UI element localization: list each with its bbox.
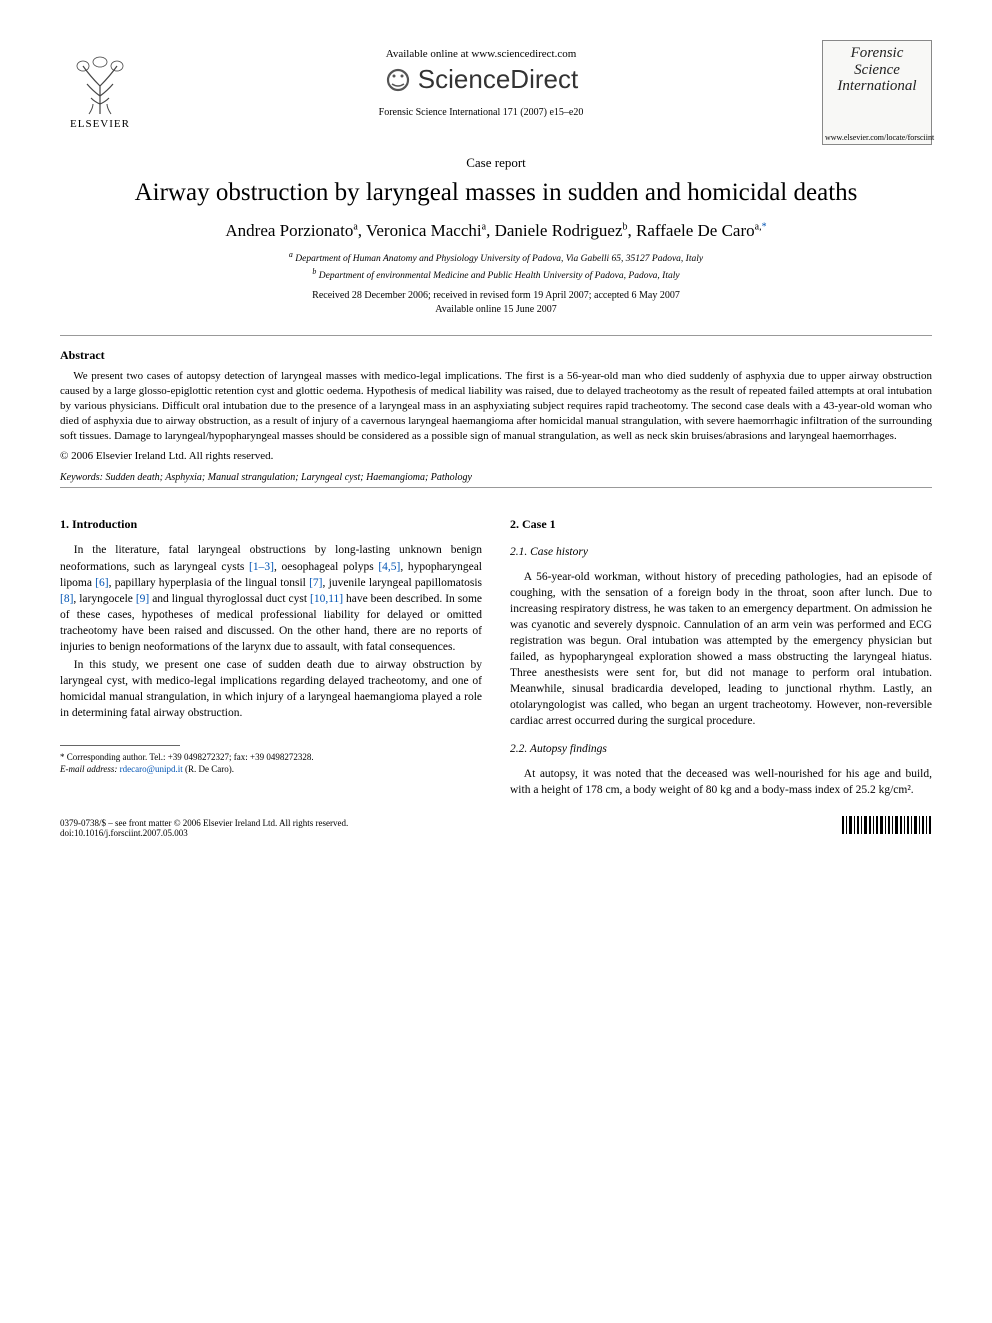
abstract-text: We present two cases of autopsy detectio… — [60, 369, 932, 443]
article-title: Airway obstruction by laryngeal masses i… — [60, 179, 932, 207]
case1-sub2-heading: 2.2. Autopsy findings — [510, 741, 932, 757]
divider-top — [60, 335, 932, 336]
sciencedirect-icon — [384, 66, 412, 94]
citation-line: Forensic Science International 171 (2007… — [140, 107, 822, 118]
ref-link-3[interactable]: [6] — [95, 577, 108, 589]
corresponding-star-icon: * — [762, 221, 767, 232]
author-2-aff: a — [482, 221, 486, 232]
case1-paragraph-1: A 56-year-old workman, without history o… — [510, 569, 932, 730]
ref-link-1[interactable]: [1–3] — [249, 561, 274, 573]
journal-cover-title: Forensic Science International — [825, 45, 929, 95]
received-line: Received 28 December 2006; received in r… — [312, 290, 680, 301]
doi-line: doi:10.1016/j.forsciint.2007.05.003 — [60, 828, 348, 838]
case1-paragraph-2: At autopsy, it was noted that the deceas… — [510, 766, 932, 798]
divider-bottom — [60, 487, 932, 488]
author-1-aff: a — [353, 221, 357, 232]
author-4: Raffaele De Caro — [636, 221, 755, 240]
elsevier-label: ELSEVIER — [70, 118, 130, 130]
ref-link-2[interactable]: [4,5] — [378, 561, 400, 573]
page-footer: 0379-0738/$ – see front matter © 2006 El… — [60, 814, 932, 838]
center-header: Available online at www.sciencedirect.co… — [140, 40, 822, 118]
body-columns: 1. Introduction In the literature, fatal… — [60, 516, 932, 800]
cover-word-1: Forensic — [851, 45, 904, 61]
journal-cover: Forensic Science International www.elsev… — [822, 40, 932, 145]
abstract-copyright: © 2006 Elsevier Ireland Ltd. All rights … — [60, 450, 932, 462]
affiliations: a Department of Human Anatomy and Physio… — [60, 249, 932, 284]
article-type-label: Case report — [60, 155, 932, 171]
case1-heading: 2. Case 1 — [510, 516, 932, 533]
issn-line: 0379-0738/$ – see front matter © 2006 El… — [60, 818, 348, 828]
ref-link-4[interactable]: [7] — [309, 577, 322, 589]
footnote-separator — [60, 745, 180, 746]
journal-url: www.elsevier.com/locate/forsciint — [825, 133, 929, 142]
available-line: Available online 15 June 2007 — [435, 304, 556, 315]
intro-paragraph-2: In this study, we present one case of su… — [60, 657, 482, 721]
article-dates: Received 28 December 2006; received in r… — [60, 289, 932, 317]
email-link[interactable]: rdecaro@unipd.it — [120, 764, 183, 774]
email-line: E-mail address: rdecaro@unipd.it (R. De … — [60, 764, 482, 776]
case1-sub1-heading: 2.1. Case history — [510, 544, 932, 560]
left-column: 1. Introduction In the literature, fatal… — [60, 516, 482, 800]
intro-paragraph-1: In the literature, fatal laryngeal obstr… — [60, 542, 482, 655]
keywords-values: Sudden death; Asphyxia; Manual strangula… — [105, 472, 471, 483]
author-3: Daniele Rodriguez — [495, 221, 623, 240]
footer-barcode-icon — [842, 814, 932, 838]
affiliation-b: Department of environmental Medicine and… — [319, 271, 680, 281]
corresponding-author-note: * Corresponding author. Tel.: +39 049827… — [60, 752, 482, 764]
keywords-label: Keywords: — [60, 472, 103, 483]
email-label: E-mail address: — [60, 764, 117, 774]
author-3-aff: b — [623, 221, 628, 232]
elsevier-tree-icon — [65, 56, 135, 116]
email-name: (R. De Caro). — [185, 764, 234, 774]
right-column: 2. Case 1 2.1. Case history A 56-year-ol… — [510, 516, 932, 800]
ref-link-5[interactable]: [8] — [60, 593, 73, 605]
author-1: Andrea Porzionato — [225, 221, 353, 240]
cover-word-3: International — [837, 78, 916, 94]
intro-heading: 1. Introduction — [60, 516, 482, 533]
header-row: ELSEVIER Available online at www.science… — [60, 40, 932, 145]
footnotes: * Corresponding author. Tel.: +39 049827… — [60, 752, 482, 775]
cover-word-2: Science — [854, 62, 900, 78]
keywords-line: Keywords: Sudden death; Asphyxia; Manual… — [60, 472, 932, 483]
author-2: Veronica Macchi — [366, 221, 482, 240]
ref-link-6[interactable]: [9] — [136, 593, 149, 605]
footer-left: 0379-0738/$ – see front matter © 2006 El… — [60, 818, 348, 838]
elsevier-logo: ELSEVIER — [60, 40, 140, 130]
affiliation-a: Department of Human Anatomy and Physiolo… — [295, 254, 703, 264]
sciencedirect-text: ScienceDirect — [418, 64, 578, 95]
sciencedirect-brand: ScienceDirect — [140, 64, 822, 95]
ref-link-7[interactable]: [10,11] — [310, 593, 343, 605]
authors-line: Andrea Porzionatoa, Veronica Macchia, Da… — [60, 221, 932, 241]
abstract-heading: Abstract — [60, 348, 932, 363]
available-online-text: Available online at www.sciencedirect.co… — [140, 48, 822, 60]
author-4-aff: a,* — [755, 221, 767, 232]
